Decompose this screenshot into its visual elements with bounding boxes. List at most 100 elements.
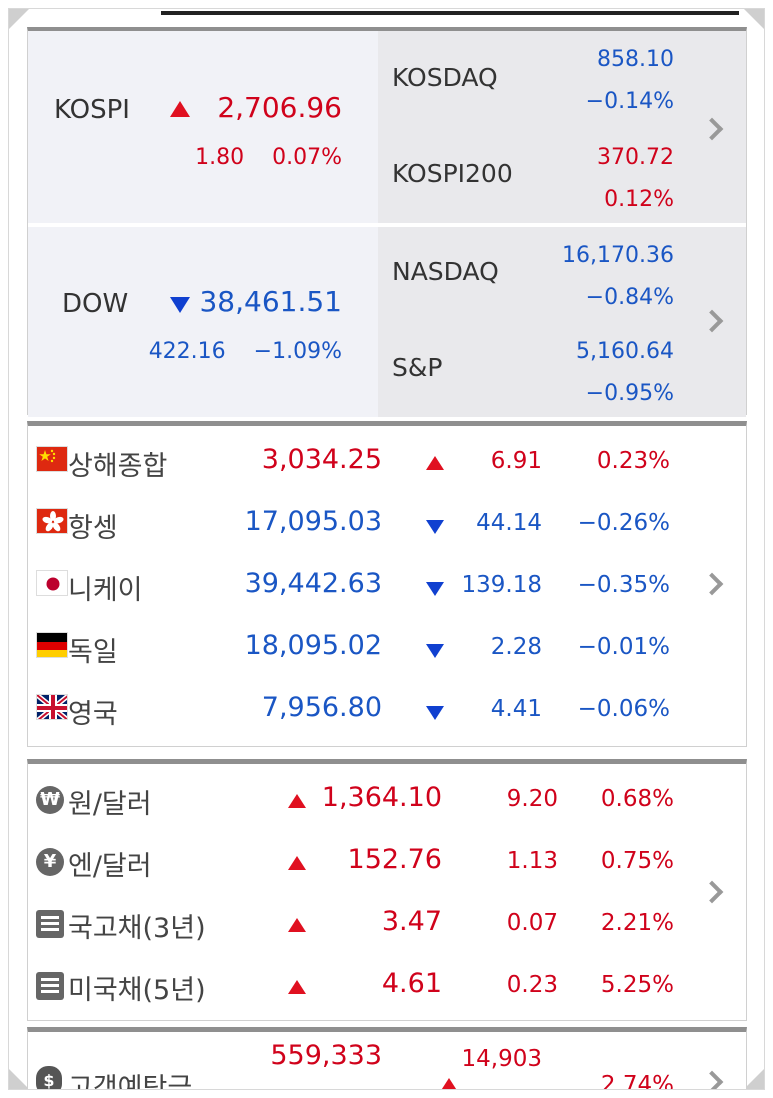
won-icon: ₩ bbox=[36, 786, 64, 814]
nasdaq-percent: −0.84% bbox=[585, 285, 674, 310]
world-row-hangseng[interactable]: 항셍 17,095.03 44.14 −0.26% bbox=[28, 494, 746, 554]
dow-value: 38,461.51 bbox=[199, 285, 342, 318]
kosdaq-kospi200-panel[interactable]: KOSDAQ 858.10 −0.14% KOSPI200 370.72 0.1… bbox=[378, 31, 746, 223]
bond-change: 0.07 bbox=[506, 910, 558, 936]
world-row-uk[interactable]: 영국 7,956.80 4.41 −0.06% bbox=[28, 680, 746, 740]
dow-panel[interactable]: DOW 38,461.51 422.16 −1.09% bbox=[28, 227, 378, 417]
nasdaq-label: NASDAQ bbox=[392, 257, 499, 286]
deposit-value: 559,333 bbox=[270, 1040, 382, 1071]
world-percent: −0.35% bbox=[577, 572, 670, 598]
kospi-label: KOSPI bbox=[54, 95, 130, 125]
kospi200-value: 370.72 bbox=[597, 145, 674, 170]
world-row-nikkei[interactable]: 니케이 39,442.63 139.18 −0.35% bbox=[28, 556, 746, 616]
corner-decoration bbox=[9, 9, 29, 29]
down-triangle-icon bbox=[426, 644, 444, 658]
us-index-row[interactable]: DOW 38,461.51 422.16 −1.09% NASDAQ 16,170… bbox=[28, 225, 746, 417]
corner-decoration bbox=[9, 1069, 29, 1089]
kospi200-percent: 0.12% bbox=[604, 187, 674, 212]
sp-label: S&P bbox=[392, 353, 443, 382]
up-triangle-icon bbox=[288, 794, 306, 808]
bond-value: 3.47 bbox=[381, 906, 442, 937]
fx-value: 152.76 bbox=[347, 844, 442, 875]
bond-percent: 2.21% bbox=[600, 910, 674, 936]
kospi-change-line: 1.80 0.07% bbox=[195, 145, 342, 170]
world-value: 7,956.80 bbox=[261, 692, 382, 723]
kosdaq-value: 858.10 bbox=[597, 47, 674, 72]
bond-name: 국고채(3년) bbox=[68, 913, 206, 944]
world-row-germany[interactable]: 독일 18,095.02 2.28 −0.01% bbox=[28, 618, 746, 678]
korea-index-row[interactable]: KOSPI 2,706.96 1.80 0.07% KOSDAQ 858.10 −… bbox=[28, 31, 746, 223]
world-name: 상해종합 bbox=[68, 451, 168, 482]
deposit-section[interactable]: $ 고객예탁금 559,333 14,903 2.74% bbox=[27, 1027, 747, 1090]
deposit-change: 14,903 bbox=[461, 1046, 542, 1072]
nasdaq-sp-panel[interactable]: NASDAQ 16,170.36 −0.84% S&P 5,160.64 −0.… bbox=[378, 227, 746, 417]
up-triangle-icon bbox=[288, 980, 306, 994]
world-index-section[interactable]: 상해종합 3,034.25 6.91 0.23% 항셍 17,095.03 44… bbox=[27, 421, 747, 747]
document-icon bbox=[36, 910, 64, 938]
kospi-value: 2,706.96 bbox=[217, 91, 342, 124]
up-triangle-icon bbox=[440, 1078, 458, 1089]
money-bag-icon: $ bbox=[36, 1066, 62, 1089]
bond-percent: 5.25% bbox=[600, 972, 674, 998]
dow-change: 422.16 bbox=[148, 339, 226, 364]
world-change: 2.28 bbox=[490, 634, 542, 660]
world-percent: −0.01% bbox=[577, 634, 670, 660]
bond-name: 미국채(5년) bbox=[68, 975, 206, 1006]
world-percent: −0.06% bbox=[577, 696, 670, 722]
world-row-shanghai[interactable]: 상해종합 3,034.25 6.91 0.23% bbox=[28, 432, 746, 492]
up-triangle-icon bbox=[288, 918, 306, 932]
world-percent: −0.26% bbox=[577, 510, 670, 536]
chevron-right-icon[interactable] bbox=[700, 117, 724, 141]
kosdaq-percent: −0.14% bbox=[585, 89, 674, 114]
fx-percent: 0.68% bbox=[600, 786, 674, 812]
up-triangle-icon bbox=[426, 456, 444, 470]
fx-percent: 0.75% bbox=[600, 848, 674, 874]
bond-change: 0.23 bbox=[506, 972, 558, 998]
bond-row-us-5y[interactable]: 미국채(5년) 4.61 0.23 5.25% bbox=[28, 956, 746, 1016]
world-change: 44.14 bbox=[476, 510, 542, 536]
kospi-percent: 0.07% bbox=[272, 145, 342, 170]
document-icon bbox=[36, 972, 64, 1000]
bond-row-korea-3y[interactable]: 국고채(3년) 3.47 0.07 2.21% bbox=[28, 894, 746, 954]
deposit-percent: 2.74% bbox=[600, 1072, 674, 1090]
bond-value: 4.61 bbox=[381, 968, 442, 999]
fx-change: 9.20 bbox=[506, 786, 558, 812]
kospi200-label: KOSPI200 bbox=[392, 159, 513, 188]
down-triangle-icon bbox=[426, 582, 444, 596]
kospi-panel[interactable]: KOSPI 2,706.96 1.80 0.07% bbox=[28, 31, 378, 223]
hongkong-flag-icon bbox=[36, 508, 68, 534]
fx-bond-section[interactable]: ₩ 원/달러 1,364.10 9.20 0.68% ¥ 엔/달러 152.76… bbox=[27, 759, 747, 1021]
deposit-name: 고객예탁금 bbox=[68, 1073, 193, 1090]
kospi-change: 1.80 bbox=[195, 145, 245, 170]
world-change: 6.91 bbox=[490, 448, 542, 474]
world-name: 항셍 bbox=[68, 513, 118, 544]
world-name: 영국 bbox=[68, 699, 118, 730]
japan-flag-icon bbox=[36, 570, 68, 596]
dow-change-line: 422.16 −1.09% bbox=[149, 339, 342, 364]
fx-name: 원/달러 bbox=[68, 789, 152, 820]
top-divider-bar bbox=[161, 11, 739, 15]
uk-flag-icon bbox=[36, 694, 68, 720]
sp-value: 5,160.64 bbox=[576, 339, 674, 364]
fx-change: 1.13 bbox=[506, 848, 558, 874]
down-triangle-icon bbox=[426, 706, 444, 720]
chevron-right-icon[interactable] bbox=[700, 572, 724, 596]
chevron-right-icon[interactable] bbox=[700, 309, 724, 333]
index-summary-section: KOSPI 2,706.96 1.80 0.07% KOSDAQ 858.10 −… bbox=[27, 27, 747, 417]
world-change: 4.41 bbox=[490, 696, 542, 722]
up-triangle-icon bbox=[288, 856, 306, 870]
down-triangle-icon bbox=[170, 297, 190, 313]
corner-decoration bbox=[744, 1069, 764, 1089]
dow-percent: −1.09% bbox=[253, 339, 342, 364]
germany-flag-icon bbox=[36, 632, 68, 658]
fx-row-won-dollar[interactable]: ₩ 원/달러 1,364.10 9.20 0.68% bbox=[28, 770, 746, 830]
world-name: 독일 bbox=[68, 637, 118, 668]
dow-label: DOW bbox=[62, 289, 129, 319]
down-triangle-icon bbox=[426, 520, 444, 534]
fx-row-yen-dollar[interactable]: ¥ 엔/달러 152.76 1.13 0.75% bbox=[28, 832, 746, 904]
yen-icon: ¥ bbox=[36, 848, 64, 876]
world-value: 18,095.02 bbox=[244, 630, 382, 661]
world-name: 니케이 bbox=[68, 575, 143, 606]
kosdaq-label: KOSDAQ bbox=[392, 63, 498, 92]
chevron-right-icon[interactable] bbox=[700, 1070, 724, 1089]
